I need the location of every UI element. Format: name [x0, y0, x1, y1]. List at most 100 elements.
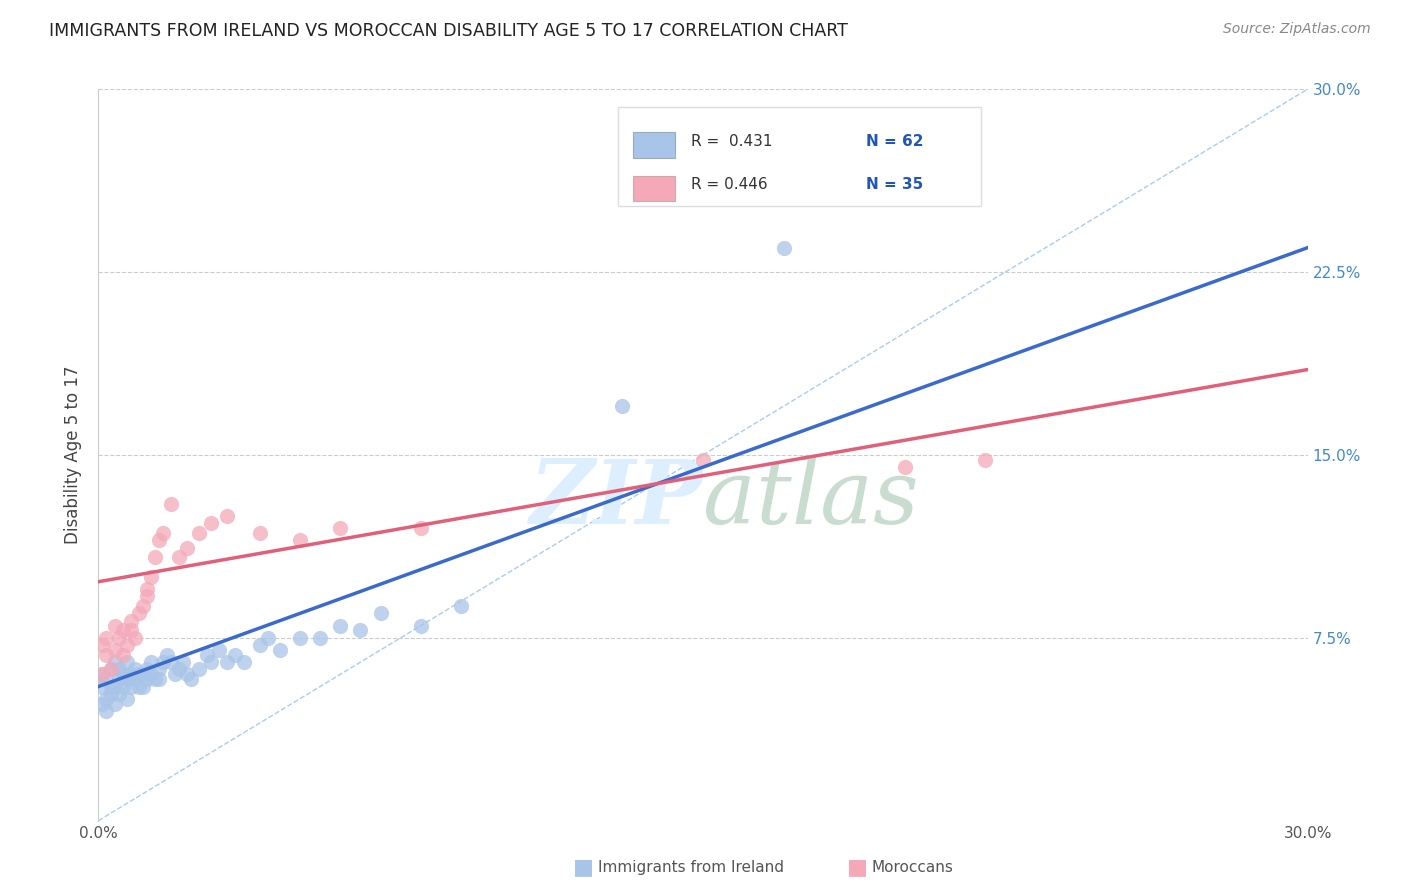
Point [152, 525, 174, 540]
Text: N = 62: N = 62 [866, 134, 924, 149]
Point [148, 533, 170, 548]
Point [450, 599, 472, 613]
Point [100, 687, 122, 701]
Point [152, 655, 174, 669]
Text: ■: ■ [848, 857, 868, 877]
Point [103, 680, 125, 694]
Text: R =  0.431: R = 0.431 [690, 134, 772, 149]
Point [96, 648, 118, 662]
Point [309, 631, 332, 645]
Point [370, 607, 392, 621]
Point [135, 672, 157, 686]
Point [249, 638, 271, 652]
Point [96, 691, 118, 706]
Point [128, 680, 150, 694]
Point [135, 582, 157, 596]
Point [128, 667, 150, 681]
Point [107, 663, 129, 677]
Point [107, 672, 129, 686]
Point [96, 672, 118, 686]
Point [103, 697, 125, 711]
Point [111, 667, 134, 681]
Point [329, 618, 352, 632]
Text: N = 35: N = 35 [866, 178, 924, 193]
Point [256, 631, 278, 645]
Point [288, 533, 311, 548]
Point [172, 655, 194, 669]
Point [132, 667, 155, 681]
Point [111, 680, 134, 694]
Point [124, 631, 146, 645]
Point [893, 460, 915, 475]
Point [974, 452, 997, 467]
Point [91, 697, 114, 711]
Point [120, 667, 142, 681]
Point [139, 655, 162, 669]
Point [120, 614, 142, 628]
Point [91, 680, 114, 694]
Point [188, 663, 211, 677]
Point [269, 643, 291, 657]
Point [96, 631, 118, 645]
Point [200, 516, 222, 531]
Point [167, 550, 190, 565]
Point [409, 521, 432, 535]
Point [111, 648, 134, 662]
Point [195, 648, 218, 662]
Point [120, 624, 142, 638]
Point [128, 607, 150, 621]
Text: ZIP: ZIP [530, 456, 703, 542]
Text: R = 0.446: R = 0.446 [690, 178, 768, 193]
Point [96, 704, 118, 718]
Point [772, 241, 794, 255]
Point [115, 691, 138, 706]
Point [148, 663, 170, 677]
Point [143, 672, 166, 686]
Point [135, 590, 157, 604]
Point [100, 663, 122, 677]
Point [167, 663, 190, 677]
Point [103, 643, 125, 657]
Point [103, 618, 125, 632]
Point [200, 655, 222, 669]
Point [163, 667, 186, 681]
Point [160, 655, 183, 669]
Point [120, 680, 142, 694]
Point [176, 667, 198, 681]
Point [156, 648, 179, 662]
Point [132, 599, 155, 613]
Text: Immigrants from Ireland: Immigrants from Ireland [598, 860, 783, 874]
FancyBboxPatch shape [633, 132, 675, 158]
Point [232, 655, 254, 669]
Point [135, 663, 157, 677]
Point [115, 672, 138, 686]
Point [132, 680, 155, 694]
Point [103, 655, 125, 669]
Point [349, 624, 371, 638]
Point [224, 648, 246, 662]
Text: IMMIGRANTS FROM IRELAND VS MOROCCAN DISABILITY AGE 5 TO 17 CORRELATION CHART: IMMIGRANTS FROM IRELAND VS MOROCCAN DISA… [49, 22, 848, 40]
Point [91, 638, 114, 652]
Point [180, 672, 202, 686]
Text: atlas: atlas [703, 456, 918, 542]
Point [139, 667, 162, 681]
Text: ■: ■ [574, 857, 593, 877]
Point [115, 655, 138, 669]
FancyBboxPatch shape [633, 176, 675, 202]
FancyBboxPatch shape [619, 108, 981, 206]
Point [217, 655, 239, 669]
Point [100, 680, 122, 694]
Point [115, 638, 138, 652]
Point [160, 497, 183, 511]
Point [148, 672, 170, 686]
Point [107, 631, 129, 645]
Point [217, 508, 239, 523]
Y-axis label: Disability Age 5 to 17: Disability Age 5 to 17 [65, 366, 83, 544]
Point [100, 663, 122, 677]
Point [409, 618, 432, 632]
Point [111, 624, 134, 638]
Point [143, 550, 166, 565]
Text: Source: ZipAtlas.com: Source: ZipAtlas.com [1223, 22, 1371, 37]
Point [188, 525, 211, 540]
Point [139, 570, 162, 584]
